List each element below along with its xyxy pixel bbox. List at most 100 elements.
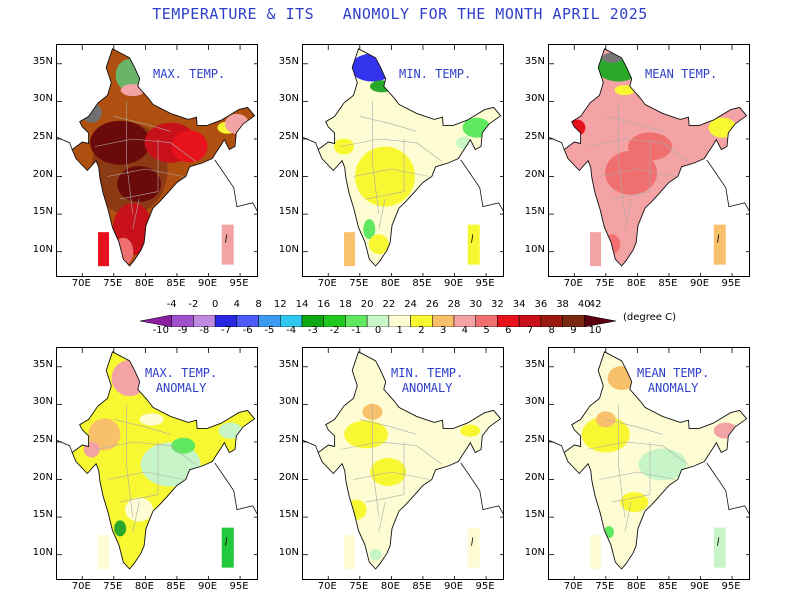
lon-tick-label: 70E [71, 581, 91, 592]
colorbar-top-label: 32 [491, 299, 504, 310]
neighbor-coastline [706, 159, 749, 212]
lon-tick-label: 95E [229, 581, 249, 592]
colorbar-bottom-label: -4 [286, 325, 297, 336]
lon-tick-label: 75E [349, 581, 369, 592]
chart-title: TEMPERATURE & ITS ANOMOLY FOR THE MONTH … [152, 5, 648, 23]
lon-tick-label: 90E [197, 581, 218, 592]
lat-tick-label: 35N [32, 55, 53, 67]
lon-tick-label: 80E [380, 278, 400, 289]
lat-tick-label: 10N [278, 546, 299, 558]
lon-tick-label: 80E [626, 581, 646, 592]
colorbar-bottom-label: 8 [548, 325, 555, 336]
map-max [57, 45, 257, 276]
colorbar-top-label: 18 [339, 299, 352, 310]
lon-tick-label: 85E [412, 581, 432, 592]
lakshadweep-block [344, 232, 356, 267]
lon-tick-label: 75E [595, 581, 615, 592]
panel-label-max: MAX. TEMP. [153, 67, 226, 81]
andaman-nicobar-block [221, 527, 234, 568]
lon-tick-label: 90E [443, 581, 464, 592]
lat-tick-label: 20N [524, 168, 545, 180]
colorbar-top-label: 0 [211, 299, 219, 310]
neighbor-coastline [214, 159, 257, 212]
lon-tick-label: 85E [658, 278, 678, 289]
india-outline [317, 351, 502, 570]
lon-tick-label: 85E [166, 581, 186, 592]
panel-label-mean_anom: MEAN TEMP. ANOMALY [637, 366, 710, 395]
map-mean [549, 45, 749, 276]
colorbar-bottom-label: -2 [329, 325, 340, 336]
lat-tick-label: 35N [278, 358, 299, 370]
andaman-nicobar-block [467, 527, 480, 568]
lat-tick-label: 10N [32, 243, 53, 255]
colorbar-bottom-label: 4 [461, 325, 469, 336]
colorbar-top-label: 14 [295, 299, 309, 310]
lon-tick-label: 75E [349, 278, 369, 289]
colorbar-bottom-label: 10 [588, 325, 602, 336]
colorbar-top-label: 30 [469, 299, 483, 310]
colorbar-bottom-label: -5 [264, 325, 275, 336]
colorbar-units: (degree C) [623, 312, 677, 323]
colorbar-bottom-label: 3 [439, 325, 447, 336]
colorbar-bottom-label: -9 [177, 325, 188, 336]
colorbar [139, 312, 617, 328]
state-boundaries [340, 404, 443, 533]
lat-tick-label: 25N [278, 433, 299, 445]
lat-tick-label: 10N [32, 546, 53, 558]
lat-tick-label: 35N [524, 358, 545, 370]
andaman-nicobar-block [713, 527, 726, 568]
lat-tick-label: 25N [32, 433, 53, 445]
lon-tick-label: 95E [475, 581, 495, 592]
map-min [303, 45, 503, 276]
colorbar-top-label: 8 [255, 299, 262, 310]
lat-tick-label: 15N [278, 206, 299, 218]
colorbar-swatches [139, 314, 617, 328]
lat-tick-label: 35N [278, 55, 299, 67]
panel-label-max_anom: MAX. TEMP. ANOMALY [145, 366, 218, 395]
state-boundaries [94, 101, 197, 230]
india-outline [71, 48, 256, 267]
colorbar-top-label: 22 [382, 299, 396, 310]
state-boundaries [340, 101, 443, 230]
state-boundaries [94, 404, 197, 533]
lat-tick-label: 25N [524, 130, 545, 142]
map-panel-min_anom: MIN. TEMP. ANOMALY [302, 347, 504, 580]
colorbar-bottom-label: -7 [221, 325, 231, 336]
map-panel-mean: MEAN TEMP. [548, 44, 750, 277]
lon-tick-label: 70E [317, 278, 337, 289]
lat-tick-label: 15N [278, 509, 299, 521]
lat-tick-label: 35N [524, 55, 545, 67]
colorbar-top-label: 38 [556, 299, 569, 310]
colorbar-top-label: 4 [233, 299, 241, 310]
colorbar-top-label: 26 [425, 299, 439, 310]
map-max_anom [57, 348, 257, 579]
lat-tick-label: 30N [278, 396, 299, 408]
lat-tick-label: 30N [32, 396, 53, 408]
india-outline [317, 48, 502, 267]
andaman-nicobar-block [467, 224, 480, 265]
lon-tick-label: 85E [412, 278, 432, 289]
lon-tick-label: 80E [134, 278, 154, 289]
neighbor-coastline [706, 462, 749, 515]
panel-label-min: MIN. TEMP. [399, 67, 472, 81]
colorbar-top-label: 16 [317, 299, 331, 310]
lon-tick-label: 90E [197, 278, 218, 289]
lon-tick-label: 80E [626, 278, 646, 289]
lakshadweep-block [590, 232, 602, 267]
india-outline [71, 351, 256, 570]
panel-label-min_anom: MIN. TEMP. ANOMALY [391, 366, 464, 395]
lon-tick-label: 70E [317, 581, 337, 592]
map-panel-mean_anom: MEAN TEMP. ANOMALY [548, 347, 750, 580]
lon-tick-label: 90E [689, 581, 710, 592]
india-outline [563, 48, 748, 267]
lat-tick-label: 30N [524, 93, 545, 105]
neighbor-coastline [460, 462, 503, 515]
colorbar-bottom-label: 6 [505, 325, 512, 336]
lat-tick-label: 15N [524, 509, 545, 521]
colorbar-top-label: -2 [188, 299, 199, 310]
colorbar-top-label: -4 [166, 299, 177, 310]
lat-tick-label: 20N [278, 168, 299, 180]
lat-tick-label: 20N [278, 471, 299, 483]
colorbar-bottom-label: -10 [152, 325, 170, 336]
lon-tick-label: 95E [475, 278, 495, 289]
